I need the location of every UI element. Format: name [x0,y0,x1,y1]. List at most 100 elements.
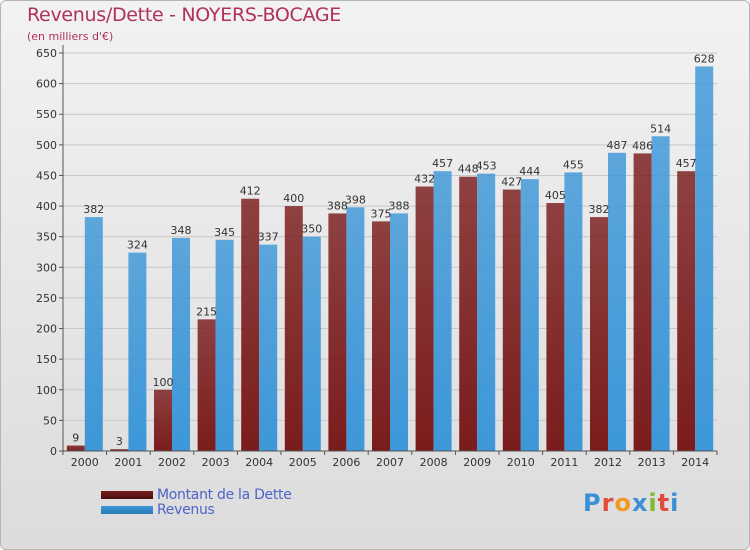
bar-revenue [651,136,670,451]
y-tick-label: 500 [36,139,57,152]
logo-letter: P [583,489,602,517]
x-tick-label: 2010 [507,456,535,469]
value-label-revenue: 444 [519,165,540,178]
value-label-debt: 3 [116,435,123,448]
logo-letter: x [631,489,649,517]
x-tick-label: 2004 [245,456,273,469]
bar-revenue [259,244,278,451]
value-label-revenue: 382 [83,203,104,216]
bar-debt [372,221,390,451]
bar-debt [197,319,216,451]
legend-swatch-revenue [101,505,153,514]
value-label-debt: 382 [589,203,610,216]
y-tick-label: 50 [43,414,57,427]
logo-letter: t [657,489,671,517]
value-label-revenue: 514 [650,122,671,135]
bar-chart: 9382332410034821534541233740035038839837… [36,45,718,469]
bar-revenue [302,236,321,451]
bar-debt [502,189,521,451]
x-tick-label: 2001 [114,456,142,469]
value-label-debt: 457 [676,157,697,170]
bar-revenue [608,152,626,451]
bar-revenue [477,173,496,451]
bar-debt [459,176,478,451]
value-label-revenue: 487 [607,139,628,152]
x-tick-label: 2013 [638,456,666,469]
y-tick-label: 300 [36,261,57,274]
value-label-debt: 432 [414,172,435,185]
x-tick-label: 2003 [202,456,230,469]
value-label-debt: 486 [632,139,653,152]
value-label-debt: 448 [458,163,479,176]
bar-revenue [433,171,452,451]
legend: Montant de la Dette Revenus [101,486,292,518]
bar-revenue [346,207,365,451]
bar-revenue [128,252,147,451]
y-tick-label: 650 [36,47,57,60]
x-tick-label: 2008 [420,456,448,469]
value-label-debt: 215 [196,305,217,318]
legend-label-revenue: Revenus [157,501,215,518]
bar-debt [415,186,434,451]
x-tick-label: 2000 [71,456,99,469]
y-tick-label: 100 [36,384,57,397]
bar-debt [677,171,696,451]
bar-debt [284,206,303,451]
value-label-revenue: 628 [694,52,715,65]
bar-debt [590,217,608,451]
value-label-revenue: 337 [258,231,279,244]
logo-letter: r [601,489,615,517]
logo-letter: i [670,489,680,517]
value-label-debt: 388 [327,199,348,212]
proxiti-logo: Proxiti [583,489,679,517]
y-tick-label: 350 [36,231,57,244]
x-tick-label: 2012 [594,456,622,469]
y-tick-label: 150 [36,353,57,366]
bar-debt [154,389,172,451]
value-label-revenue: 457 [432,157,453,170]
bar-debt [66,445,85,451]
value-label-revenue: 350 [301,223,322,236]
chart-title: Revenus/Dette - NOYERS-BOCAGE [27,4,341,26]
y-tick-label: 0 [50,445,57,458]
value-label-debt: 412 [240,185,261,198]
value-label-revenue: 455 [563,158,584,171]
value-label-revenue: 324 [127,239,148,252]
value-label-revenue: 345 [214,226,235,239]
bar-revenue [215,239,234,451]
legend-label-debt: Montant de la Dette [157,486,292,503]
x-tick-label: 2009 [463,456,491,469]
value-label-debt: 400 [283,192,304,205]
bar-revenue [172,237,190,451]
bar-revenue [390,213,408,451]
value-label-debt: 405 [545,189,566,202]
legend-swatch-debt [101,490,153,499]
legend-item-revenue: Revenus [101,501,292,518]
bar-debt [546,203,565,451]
bar-revenue [520,179,539,452]
bar-revenue [84,217,103,451]
bars [66,66,714,452]
y-tick-label: 550 [36,108,57,121]
y-tick-label: 250 [36,292,57,305]
chart-subtitle: (en milliers d'€) [27,30,114,43]
bar-debt [328,213,347,451]
bar-revenue [695,66,714,452]
value-label-revenue: 388 [389,199,410,212]
value-label-debt: 427 [501,176,522,189]
y-tick-label: 600 [36,78,57,91]
bar-debt [110,449,129,451]
y-tick-label: 200 [36,323,57,336]
y-tick-label: 450 [36,169,57,182]
x-tick-label: 2007 [376,456,404,469]
value-label-revenue: 348 [171,224,192,237]
value-labels: 9382332410034821534541233740035038839837… [72,52,714,448]
logo-letter: o [614,489,632,517]
value-label-revenue: 398 [345,193,366,206]
value-label-debt: 9 [72,431,79,444]
x-tick-label: 2011 [550,456,578,469]
bar-revenue [564,172,583,451]
bar-debt [241,198,260,451]
value-label-debt: 100 [153,376,174,389]
